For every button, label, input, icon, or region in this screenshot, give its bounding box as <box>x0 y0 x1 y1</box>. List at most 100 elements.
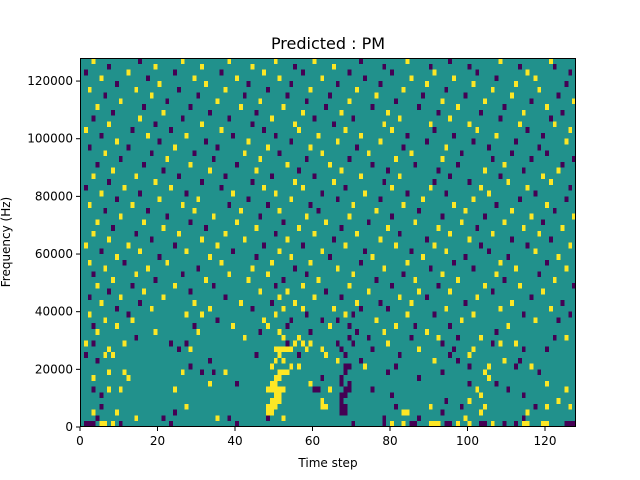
heatmap-cell <box>122 369 127 376</box>
heatmap-cell <box>374 207 379 214</box>
heatmap-cell <box>250 305 255 312</box>
heatmap-cell <box>537 230 542 237</box>
heatmap-cell <box>196 265 201 272</box>
heatmap-cell <box>312 386 317 393</box>
heatmap-cell <box>200 369 205 376</box>
heatmap-cell <box>343 409 348 416</box>
heatmap-cell <box>207 109 212 116</box>
heatmap-cell <box>498 58 503 64</box>
heatmap-cell <box>262 127 267 133</box>
heatmap-cell <box>521 392 526 399</box>
heatmap-cell <box>231 248 236 255</box>
heatmap-cell <box>91 409 96 416</box>
heatmap-cell <box>339 294 344 301</box>
heatmap-cell <box>145 207 150 214</box>
heatmap-cell <box>486 363 491 370</box>
heatmap-cell <box>246 138 251 145</box>
heatmap-cell <box>328 254 332 260</box>
heatmap-cell <box>111 225 115 231</box>
heatmap-cell <box>386 340 391 347</box>
heatmap-cell <box>99 300 104 306</box>
heatmap-cell <box>568 184 573 191</box>
heatmap-cell <box>297 334 301 341</box>
heatmap-cell <box>541 132 546 139</box>
heatmap-cell <box>479 184 484 191</box>
heatmap-cell <box>107 288 112 295</box>
heatmap-cell <box>169 340 174 347</box>
heatmap-cell <box>572 213 577 220</box>
heatmap-cell <box>510 300 515 306</box>
heatmap-cell <box>483 421 487 427</box>
heatmap-cell <box>262 242 267 249</box>
heatmap-cell <box>331 236 336 243</box>
heatmap-cell <box>258 98 263 105</box>
heatmap-cell <box>99 392 104 399</box>
heatmap-cell <box>355 230 360 237</box>
heatmap-cell <box>343 403 348 410</box>
heatmap-cell <box>320 375 325 381</box>
heatmap-cell <box>126 375 131 381</box>
heatmap-cell <box>452 202 456 208</box>
heatmap-cell <box>343 352 348 358</box>
heatmap-cell <box>184 190 189 197</box>
heatmap-cell <box>568 69 573 76</box>
heatmap-cell <box>483 98 487 105</box>
heatmap-cell <box>227 415 232 422</box>
heatmap-cell <box>91 323 96 329</box>
heatmap-cell <box>153 277 158 283</box>
heatmap-cell <box>564 196 569 203</box>
heatmap-cell <box>87 311 92 318</box>
heatmap-cell <box>134 173 139 180</box>
heatmap-cell <box>169 421 174 427</box>
heatmap-cell <box>262 317 267 324</box>
heatmap-cell <box>173 144 177 151</box>
heatmap-cell <box>289 346 294 353</box>
heatmap-cell <box>545 150 549 157</box>
heatmap-cell <box>118 98 123 105</box>
heatmap-cell <box>308 86 313 93</box>
heatmap-cell <box>235 421 239 427</box>
heatmap-cell <box>486 144 491 151</box>
heatmap-cell <box>204 81 208 87</box>
heatmap-cell <box>258 328 263 335</box>
heatmap-cell <box>525 409 530 416</box>
heatmap-cell <box>277 207 282 214</box>
y-tick-label: 80000 <box>35 189 73 203</box>
heatmap-cell <box>281 369 286 376</box>
heatmap-cell <box>552 277 557 283</box>
heatmap-cell <box>393 98 398 105</box>
heatmap-cell <box>529 213 534 220</box>
heatmap-cell <box>192 75 197 82</box>
heatmap-cell <box>262 184 267 191</box>
heatmap-cell <box>498 259 503 266</box>
heatmap-cell <box>374 92 379 99</box>
heatmap-cell <box>421 92 425 99</box>
heatmap-cell <box>130 127 135 133</box>
heatmap-cell <box>475 386 480 393</box>
heatmap-cell <box>219 69 224 76</box>
heatmap-cell <box>359 259 363 266</box>
heatmap-cell <box>277 328 282 335</box>
heatmap-cell <box>459 150 464 157</box>
heatmap-cell <box>560 161 565 168</box>
heatmap-cell <box>269 363 274 370</box>
heatmap-cell <box>366 288 371 295</box>
heatmap-cell <box>293 179 298 185</box>
heatmap-cell <box>440 156 445 162</box>
heatmap-cell <box>161 294 166 301</box>
heatmap-cell <box>490 421 495 427</box>
heatmap-cell <box>324 219 329 226</box>
heatmap-cell <box>223 294 228 301</box>
heatmap-cell <box>452 259 456 266</box>
heatmap-cell <box>370 254 375 260</box>
heatmap-cell <box>424 81 429 87</box>
heatmap-cell <box>444 86 449 93</box>
heatmap-cell <box>281 305 286 312</box>
heatmap-cell <box>347 363 352 370</box>
heatmap-cell <box>320 248 325 255</box>
heatmap-cell <box>494 328 499 335</box>
heatmap-cell <box>176 86 181 93</box>
heatmap-cell <box>432 69 437 76</box>
heatmap-cell <box>266 403 270 410</box>
heatmap-cell <box>417 288 422 295</box>
